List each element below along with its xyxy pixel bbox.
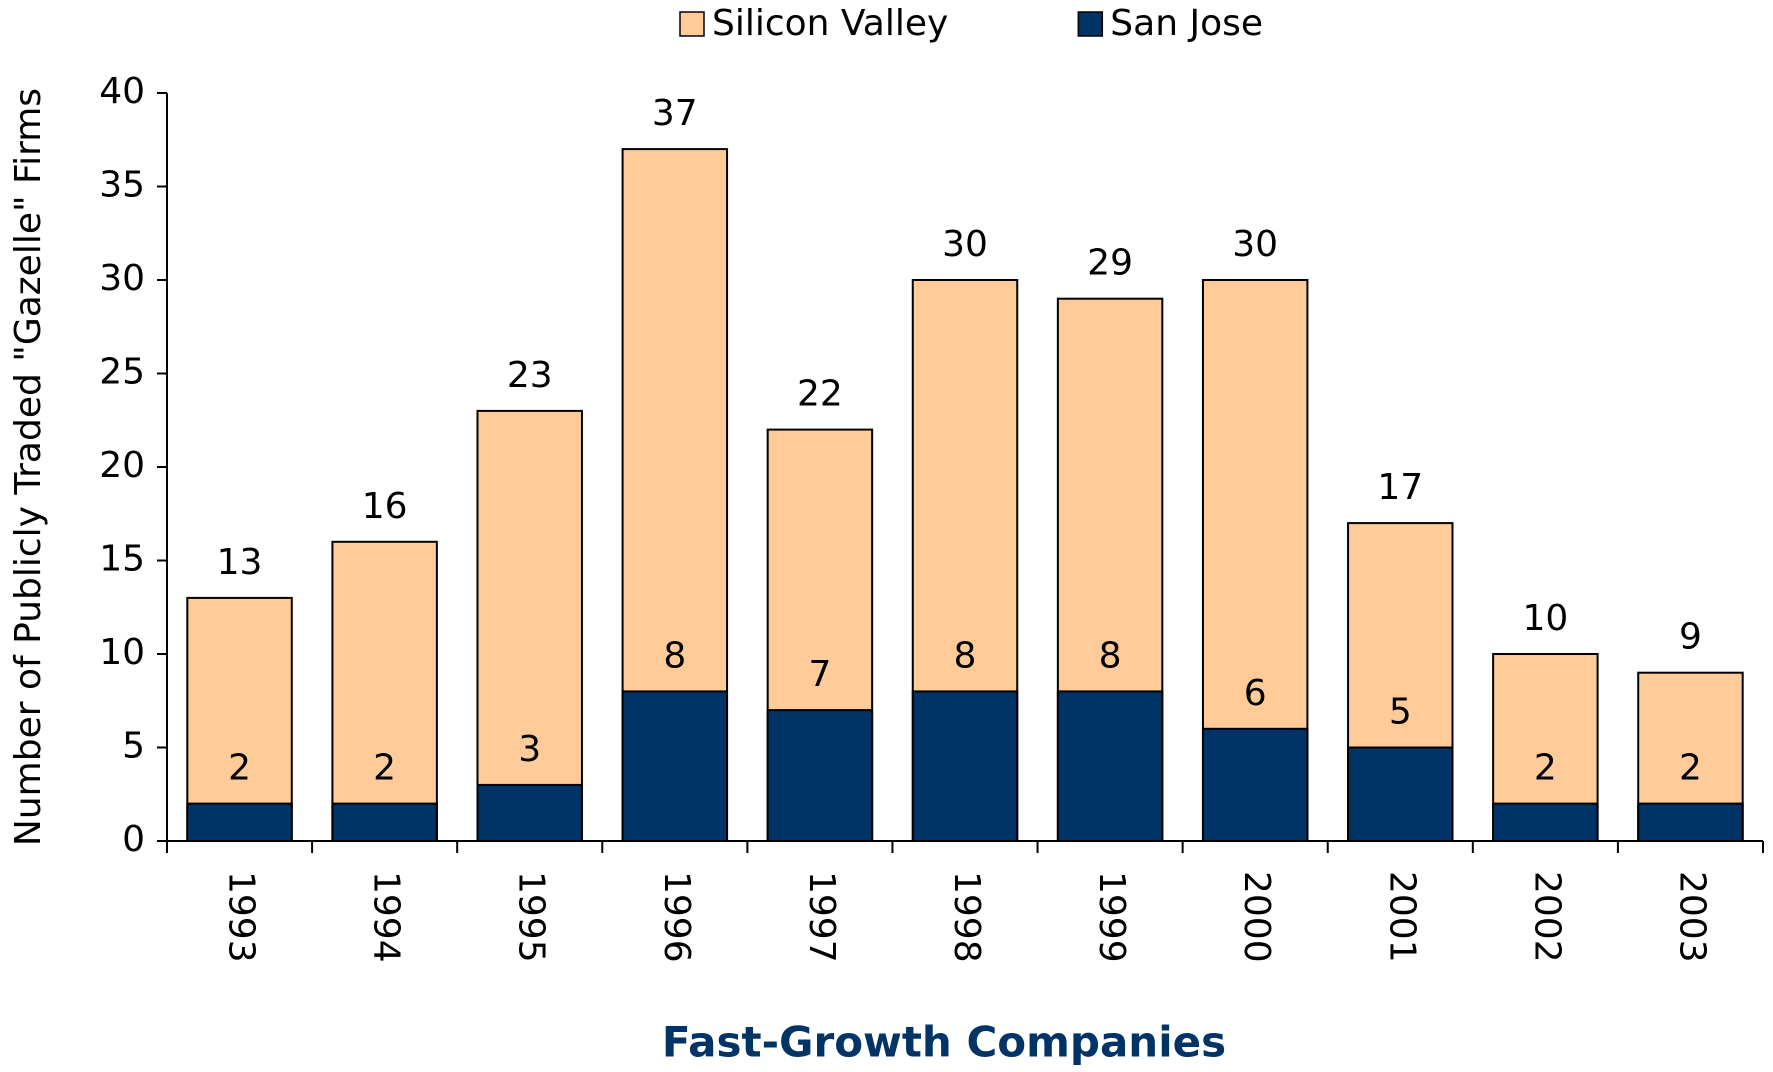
bar — [1492, 802, 1599, 842]
data-label: 29 — [1087, 243, 1133, 284]
bar — [621, 690, 729, 843]
data-label: 2 — [1534, 748, 1557, 789]
bar — [911, 690, 1019, 843]
y-tick-label: 40 — [99, 71, 145, 112]
bar — [1637, 802, 1744, 842]
data-label: 22 — [797, 374, 843, 415]
x-tick-label: 1993 — [221, 871, 262, 963]
y-tick-label: 25 — [99, 352, 145, 393]
y-tick-label: 35 — [99, 165, 145, 206]
bar — [186, 802, 293, 842]
data-label: 13 — [217, 542, 263, 583]
y-tick-label: 20 — [99, 445, 145, 486]
bar — [1201, 727, 1309, 842]
y-tick-label: 5 — [122, 726, 145, 767]
x-tick-label: 1999 — [1091, 871, 1132, 963]
legend-label: Silicon Valley — [712, 3, 948, 44]
y-axis-title: Number of Publicly Traded "Gazelle" Firm… — [8, 88, 49, 846]
data-label: 30 — [1232, 224, 1278, 265]
data-label: 8 — [663, 635, 686, 676]
data-label: 2 — [228, 748, 251, 789]
y-tick-label: 10 — [99, 632, 145, 673]
bar — [331, 540, 438, 842]
bar — [476, 409, 583, 842]
data-label: 8 — [1099, 635, 1122, 676]
bar — [1056, 690, 1164, 843]
data-label: 17 — [1377, 467, 1423, 508]
data-label: 5 — [1389, 692, 1412, 733]
data-label: 6 — [1244, 673, 1267, 714]
data-label: 30 — [942, 224, 988, 265]
data-label: 3 — [518, 729, 541, 770]
data-label: 16 — [362, 486, 408, 527]
bar — [476, 783, 583, 843]
data-label: 37 — [652, 93, 698, 134]
x-tick-label: 1995 — [511, 871, 552, 963]
legend-label: San Jose — [1110, 3, 1263, 44]
bar — [186, 596, 293, 843]
x-tick-label: 2001 — [1381, 871, 1422, 963]
x-tick-label: 1996 — [656, 871, 697, 963]
data-label: 2 — [1679, 748, 1702, 789]
data-label: 23 — [507, 355, 553, 396]
y-tick-label: 15 — [99, 539, 145, 580]
y-tick-label: 0 — [122, 819, 145, 860]
x-tick-label: 1998 — [946, 871, 987, 963]
x-tick-label: 2002 — [1526, 871, 1567, 963]
data-label: 7 — [808, 654, 831, 695]
x-tick-label: 1997 — [801, 871, 842, 963]
bar — [766, 709, 874, 842]
data-label: 2 — [373, 748, 396, 789]
data-label: 10 — [1522, 598, 1568, 639]
x-tick-label: 2003 — [1671, 871, 1712, 963]
bar — [331, 802, 438, 842]
bar — [1347, 746, 1454, 842]
data-label: 9 — [1679, 617, 1702, 658]
y-tick-label: 30 — [99, 258, 145, 299]
legend-swatch — [1077, 11, 1104, 37]
chart-title: Fast-Growth Companies — [662, 1018, 1226, 1067]
data-label: 8 — [954, 635, 977, 676]
x-tick-label: 1994 — [366, 871, 407, 963]
legend-swatch — [679, 11, 705, 37]
x-tick-label: 2000 — [1236, 871, 1277, 963]
